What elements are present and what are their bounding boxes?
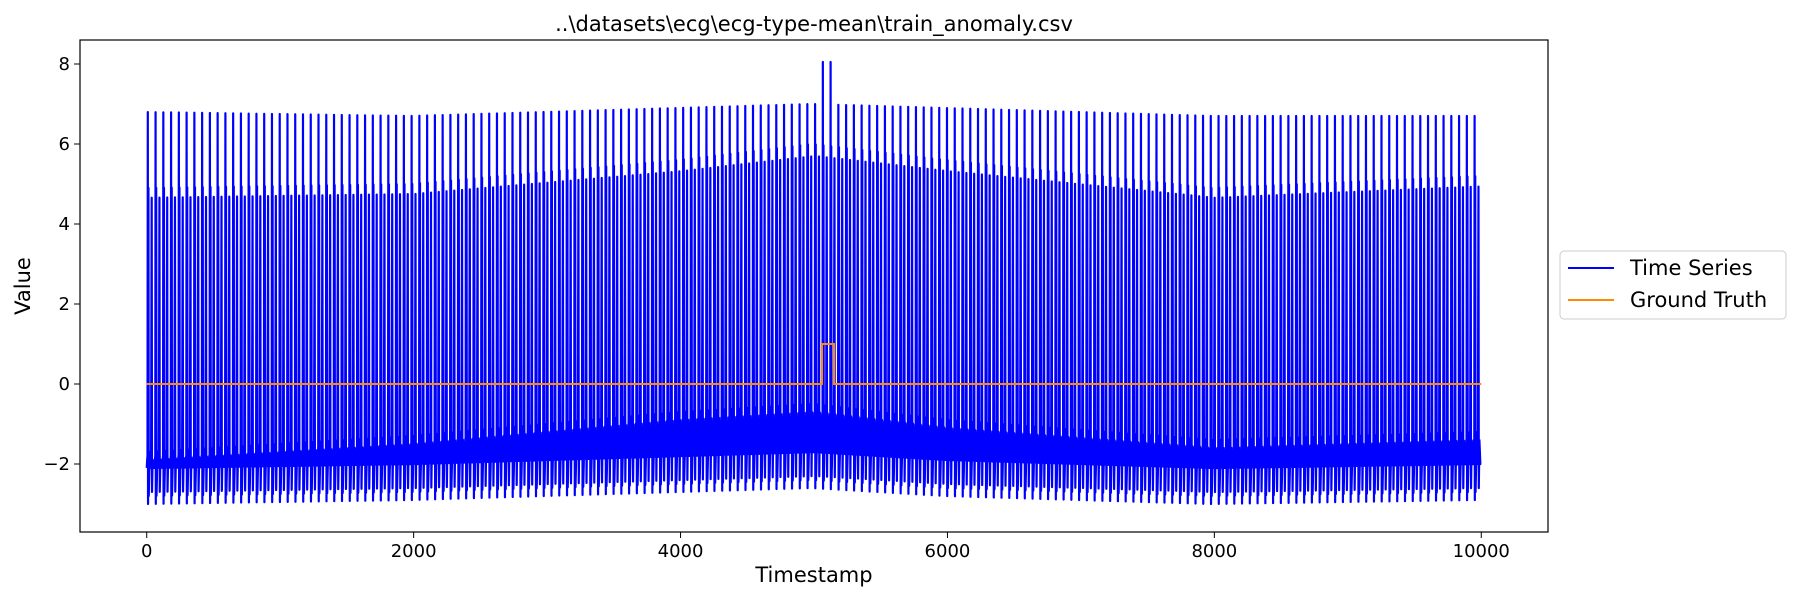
x-tick-label: 10000 <box>1453 541 1510 562</box>
y-tick-label: −2 <box>43 454 70 475</box>
legend: Time Series Ground Truth <box>1559 250 1787 320</box>
series-layer <box>145 60 1482 506</box>
ticks-layer: 0 2000 4000 6000 8000 10000 −2 0 2 4 6 8 <box>43 54 1509 562</box>
y-tick-label: 6 <box>59 134 70 155</box>
chart-title: ..\datasets\ecg\ecg-type-mean\train_anom… <box>555 12 1073 37</box>
plot-frame <box>79 39 1549 533</box>
x-tick-label: 2000 <box>391 541 437 562</box>
legend-label-time-series: Time Series <box>1629 256 1753 280</box>
x-tick-label: 0 <box>141 541 152 562</box>
y-tick-label: 4 <box>59 214 70 235</box>
y-axis-label: Value <box>11 257 35 315</box>
legend-label-ground-truth: Ground Truth <box>1630 288 1767 312</box>
series-line-time-series <box>145 60 1482 506</box>
y-tick-label: 0 <box>59 374 70 395</box>
series-line-ground-truth <box>146 343 1482 385</box>
x-tick-label: 4000 <box>658 541 704 562</box>
y-tick-label: 2 <box>59 294 70 315</box>
y-tick-label: 8 <box>59 54 70 75</box>
x-tick-label: 6000 <box>925 541 971 562</box>
x-axis-label: Timestamp <box>754 563 872 587</box>
x-tick-label: 8000 <box>1191 541 1237 562</box>
legend-box <box>1559 250 1787 320</box>
